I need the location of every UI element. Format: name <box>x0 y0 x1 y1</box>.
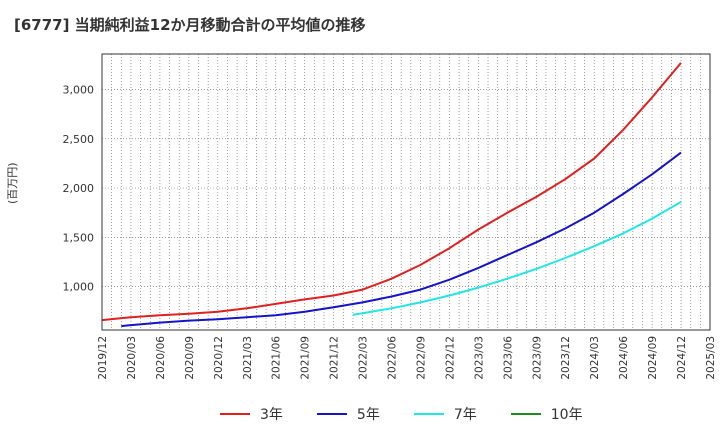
legend-swatch <box>220 413 250 415</box>
x-tick-label: 2020/09 <box>184 336 196 380</box>
legend-swatch <box>413 413 444 415</box>
x-tick-label: 2021/03 <box>242 336 254 380</box>
legend-item: 5年 <box>316 404 380 424</box>
x-tick-label: 2023/06 <box>502 336 514 380</box>
x-tick-label: 2023/03 <box>473 336 485 380</box>
legend-label: 10年 <box>550 407 583 423</box>
x-tick-label: 2022/09 <box>415 336 427 380</box>
x-tick-label: 2020/06 <box>155 336 167 380</box>
grid <box>102 54 710 330</box>
legend-swatch <box>510 413 541 415</box>
x-tick-label: 2020/12 <box>213 336 225 380</box>
x-tick-label: 2024/03 <box>589 336 601 380</box>
chart-title: [6777] 当期純利益12か月移動合計の平均値の推移 <box>14 16 366 34</box>
legend-label: 3年 <box>260 407 283 423</box>
x-tick-label: 2019/12 <box>97 336 109 380</box>
x-tick-label: 2021/12 <box>329 336 341 380</box>
x-tick-label: 2023/12 <box>560 336 572 380</box>
series-line-7年 <box>352 201 682 316</box>
legend-label: 7年 <box>453 407 477 423</box>
x-tick-label: 2023/09 <box>531 336 543 380</box>
x-tick-label: 2022/12 <box>444 336 456 380</box>
y-tick-label: 3,000 <box>63 83 95 96</box>
plot-frame <box>101 53 711 331</box>
x-tick-label: 2022/03 <box>358 336 370 380</box>
legend-label: 5年 <box>356 407 380 423</box>
y-tick-label: 1,000 <box>63 281 95 294</box>
x-tick-label: 2024/06 <box>618 336 630 380</box>
y-tick-label: 2,500 <box>63 133 95 146</box>
x-tick-label: 2021/09 <box>300 336 312 380</box>
legend-item: 3年 <box>220 404 283 424</box>
x-tick-labels: 2019/12 2020/03 2020/06 2020/09 2020/12 2021/… <box>97 336 717 380</box>
x-tick-label: 2020/03 <box>126 336 138 380</box>
y-tick-label: 1,500 <box>63 231 95 244</box>
y-tick-labels: 1,000 1,500 2,000 2,500 3,000 <box>63 83 95 293</box>
x-tick-label: 2024/09 <box>647 336 659 380</box>
x-tick-label: 2022/06 <box>387 336 399 380</box>
series-line-5年 <box>121 151 682 328</box>
legend: 3年 5年 7年 10年 <box>220 404 583 424</box>
legend-item: 7年 <box>413 404 477 424</box>
x-tick-label: 2021/06 <box>271 336 283 380</box>
x-tick-label: 2024/12 <box>676 336 688 380</box>
series-line-3年 <box>101 62 682 322</box>
x-tick-label: 2025/03 <box>705 336 717 380</box>
y-tick-label: 2,000 <box>63 182 95 195</box>
legend-swatch <box>316 413 347 415</box>
legend-item: 10年 <box>510 404 583 424</box>
series-lines <box>101 62 682 328</box>
